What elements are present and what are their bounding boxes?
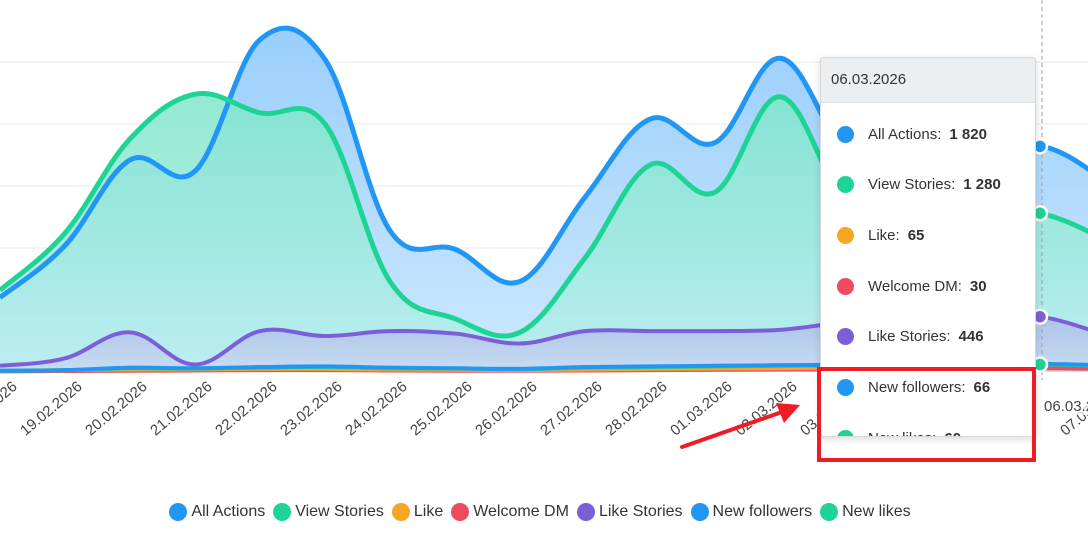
tooltip-dot [837, 125, 854, 143]
area-view-stories [0, 93, 1088, 372]
tooltip-label: All Actions: [868, 125, 942, 143]
red-arrow [680, 403, 800, 449]
legend-label: New followers [712, 503, 813, 520]
tooltip-value: 1 820 [949, 125, 987, 143]
legend-label: Like [413, 503, 444, 520]
legend-label: All Actions [191, 503, 266, 520]
legend-item-new-likes[interactable]: New likes [820, 503, 911, 521]
x-tick-label: 20.02.2026 [82, 378, 150, 439]
x-tick-label: 25.02.2026 [407, 378, 475, 439]
x-tick-label: 24.02.2026 [342, 378, 410, 439]
tooltip-label: View Stories: [868, 176, 956, 194]
tooltip-label: New likes: [868, 430, 936, 436]
x-tick-label: 18.02.2026 [0, 378, 21, 439]
legend-dot [451, 503, 470, 521]
tooltip-row: Welcome DM: 30 [837, 275, 987, 297]
legend-item-view-stories[interactable]: View Stories [273, 503, 384, 521]
tooltip-value: 66 [973, 379, 991, 396]
legend-dot [690, 503, 709, 521]
legend-label: View Stories [295, 503, 384, 520]
tooltip-date: 06.03.2026 [821, 58, 1035, 103]
x-tick-label: 22.02.2026 [212, 378, 280, 439]
chart-tooltip: 06.03.2026 All Actions: 1 820 View Stories… [820, 57, 1036, 437]
x-tick-label: 28.02.2026 [602, 378, 670, 439]
tooltip-label: Welcome DM: [868, 277, 962, 295]
tooltip-label: New followers: [868, 379, 966, 396]
legend-label: Like Stories [598, 503, 683, 520]
tooltip-value: 30 [969, 277, 987, 295]
tooltip-label: Like Stories: [868, 328, 951, 346]
tooltip-value: 60 [944, 430, 961, 436]
x-tick-label-partial: 06.03.2026 [1038, 398, 1088, 415]
tooltip-row: All Actions: 1 820 [837, 123, 987, 145]
tooltip-label: Like: [868, 226, 900, 244]
tooltip-dot [837, 429, 854, 436]
hover-points [1031, 138, 1049, 373]
tooltip-row: View Stories: 1 280 [837, 174, 1001, 196]
tooltip-value: 446 [958, 328, 984, 346]
tooltip-dot [837, 328, 854, 346]
tooltip-dot [837, 176, 854, 194]
legend-dot [169, 503, 188, 521]
legend-item-welcome-dm[interactable]: Welcome DM [451, 503, 569, 521]
x-tick-label: 26.02.2026 [472, 378, 540, 439]
tooltip-dot [837, 277, 854, 295]
highlight-box [817, 367, 1036, 462]
x-tick-label: 23.02.2026 [277, 378, 345, 439]
tooltip-row: Like Stories: 446 [837, 326, 984, 348]
legend-dot [820, 503, 839, 521]
legend-item-like[interactable]: Like [391, 503, 444, 521]
chart-legend: All Actions View Stories Like Welcome DM Lik… [0, 500, 1088, 524]
legend-dot [391, 503, 410, 521]
tooltip-row: Like: 65 [837, 224, 924, 246]
legend-label: Welcome DM [473, 503, 569, 520]
legend-item-like-stories[interactable]: Like Stories [576, 503, 683, 521]
tooltip-dot [837, 226, 854, 244]
tooltip-value: 65 [907, 226, 925, 244]
legend-dot [273, 503, 292, 521]
x-tick-label: 21.02.2026 [147, 378, 215, 439]
x-tick-label: 27.02.2026 [537, 378, 605, 439]
tooltip-row: New likes: 60 [837, 427, 961, 436]
legend-item-all-actions[interactable]: All Actions [169, 503, 265, 521]
x-tick-label: 19.02.2026 [17, 378, 85, 439]
tooltip-row: New followers: 66 [837, 377, 990, 399]
legend-dot [576, 503, 595, 521]
legend-item-new-followers[interactable]: New followers [690, 503, 813, 521]
legend-label: New likes [842, 503, 911, 520]
tooltip-dot [837, 379, 854, 396]
tooltip-value: 1 280 [963, 176, 1001, 194]
